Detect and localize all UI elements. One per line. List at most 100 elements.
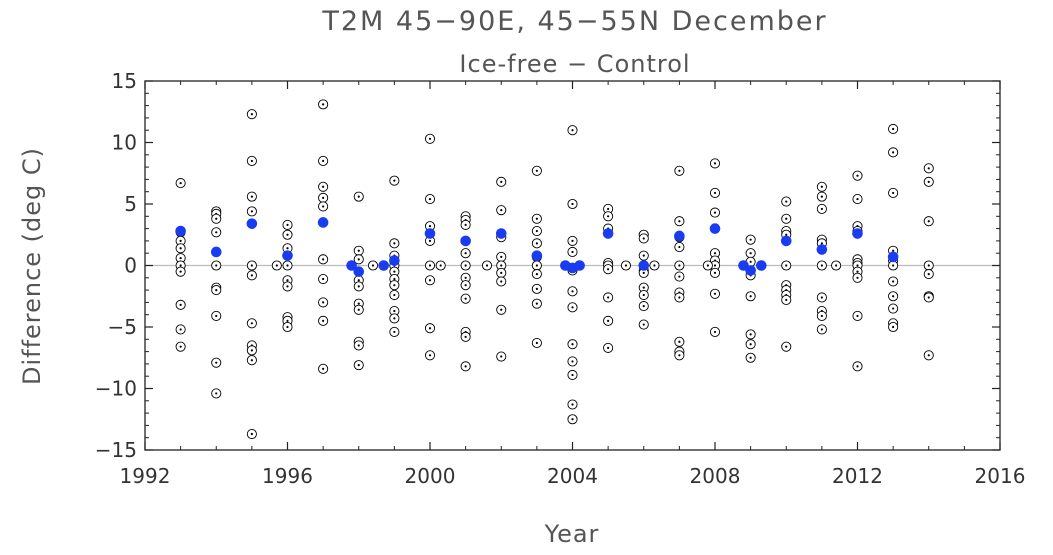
mean-point <box>175 225 186 237</box>
member-point <box>781 196 792 207</box>
mean-point <box>574 260 585 271</box>
member-point <box>816 260 827 271</box>
member-point <box>567 302 578 313</box>
data-marks <box>175 99 934 440</box>
member-point <box>211 260 222 271</box>
mean-point <box>378 260 389 271</box>
y-tick-label: −10 <box>95 377 137 401</box>
x-tick-label: 2004 <box>547 464 598 488</box>
member-point <box>175 253 186 264</box>
member-point <box>496 304 507 315</box>
mean-point <box>638 260 650 271</box>
y-tick-label: 5 <box>124 192 137 216</box>
member-point <box>816 324 827 335</box>
member-point <box>246 206 257 217</box>
member-point <box>481 260 493 271</box>
y-tick-label: 10 <box>112 131 137 155</box>
member-point <box>638 289 649 301</box>
member-point <box>888 123 899 135</box>
member-point <box>246 260 257 271</box>
member-point <box>603 264 614 275</box>
member-point <box>211 285 222 296</box>
member-point <box>318 315 329 326</box>
member-point <box>781 260 792 271</box>
member-point <box>888 260 899 271</box>
x-axis-label: Year <box>544 520 600 548</box>
member-point <box>353 304 364 315</box>
member-point <box>603 292 614 303</box>
member-point <box>888 303 899 314</box>
member-point <box>567 369 578 381</box>
member-point <box>567 235 578 246</box>
member-point <box>745 352 756 363</box>
mean-point <box>424 228 436 239</box>
member-point <box>567 356 578 367</box>
member-point <box>709 158 721 169</box>
member-point <box>175 243 186 254</box>
member-point <box>923 350 934 361</box>
member-point <box>709 187 721 198</box>
mean-point <box>210 246 222 258</box>
member-point <box>781 341 792 352</box>
member-point <box>211 388 222 399</box>
member-point <box>923 176 934 187</box>
member-point <box>816 181 827 192</box>
member-point <box>567 414 578 425</box>
axes: 1992 1996 2000 2004 2008 2012 2016 15 10 5 0 −5 −10 −… <box>95 69 1026 488</box>
mean-point <box>887 251 899 263</box>
member-point <box>649 260 660 271</box>
member-point <box>246 345 257 356</box>
member-point <box>211 213 222 224</box>
x-tick-label: 2016 <box>975 464 1026 488</box>
x-tick-label: 1996 <box>262 464 313 488</box>
member-point <box>702 260 713 271</box>
member-point <box>175 178 186 189</box>
mean-point <box>709 223 721 234</box>
member-point <box>175 341 186 352</box>
member-point <box>831 260 842 271</box>
member-point <box>745 234 756 245</box>
member-point <box>460 361 471 372</box>
member-point <box>460 280 471 291</box>
mean-point <box>602 228 614 239</box>
member-point <box>318 155 329 166</box>
mean-point <box>531 250 543 261</box>
mean-point <box>816 244 828 255</box>
member-point <box>852 272 863 283</box>
member-point <box>460 293 471 304</box>
member-point <box>816 292 827 303</box>
member-point <box>638 233 649 244</box>
member-point <box>353 245 364 256</box>
member-point <box>282 321 293 333</box>
member-point <box>318 192 329 203</box>
member-point <box>674 350 685 361</box>
member-point <box>674 271 685 282</box>
member-point <box>888 276 899 287</box>
member-point <box>531 260 542 271</box>
mean-point <box>353 266 365 277</box>
member-point <box>923 292 934 303</box>
member-point <box>460 260 471 271</box>
member-point <box>603 342 614 353</box>
y-tick-label: −5 <box>108 315 137 339</box>
member-point <box>674 292 685 303</box>
member-point <box>246 155 257 166</box>
member-point <box>353 340 364 351</box>
member-point <box>389 280 400 291</box>
member-point <box>923 260 934 271</box>
member-point <box>496 251 507 262</box>
x-tick-label: 2000 <box>405 464 456 488</box>
member-point <box>852 310 863 321</box>
mean-point <box>346 260 357 271</box>
member-point <box>620 260 631 271</box>
member-point <box>318 201 329 212</box>
chart-subtitle: Ice-free − Control <box>459 50 690 78</box>
member-point <box>424 133 436 144</box>
mean-point <box>460 235 471 247</box>
member-point <box>460 331 471 342</box>
member-point <box>709 326 721 337</box>
member-point <box>745 339 756 350</box>
member-point <box>531 165 542 176</box>
mean-point <box>745 265 756 276</box>
member-point <box>638 250 649 261</box>
